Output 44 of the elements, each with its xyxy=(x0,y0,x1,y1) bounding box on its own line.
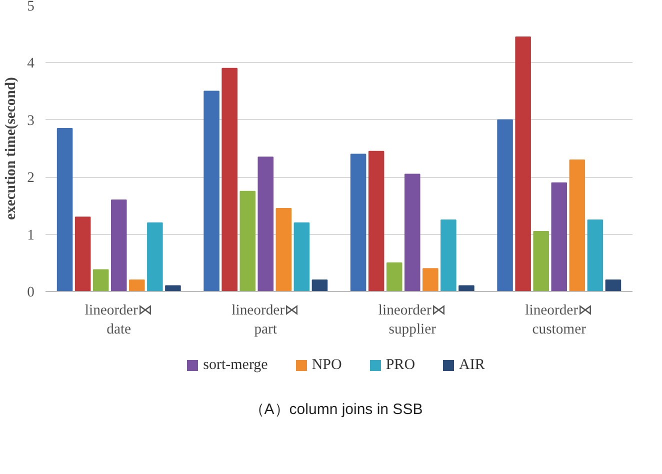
bar xyxy=(422,268,438,292)
bar xyxy=(569,159,586,292)
y-tick-label: 5 xyxy=(27,0,34,14)
y-tick-label: 0 xyxy=(27,284,34,300)
bar xyxy=(240,190,256,292)
bar xyxy=(533,230,549,292)
bar xyxy=(605,280,622,292)
bar xyxy=(350,154,366,292)
bar xyxy=(440,220,456,292)
bar xyxy=(129,280,145,292)
bar xyxy=(165,285,181,292)
text: （A）column joins in SSB xyxy=(249,400,423,420)
bar xyxy=(222,68,238,292)
bar xyxy=(587,220,604,292)
bar xyxy=(368,150,384,292)
bar xyxy=(386,262,402,292)
x-tick-label: lineorder⋈ customer xyxy=(525,302,594,338)
y-tick-label: 1 xyxy=(27,227,34,244)
bar xyxy=(276,208,292,292)
bar xyxy=(497,119,513,292)
bar xyxy=(515,36,531,292)
bar xyxy=(110,199,127,292)
bar xyxy=(312,280,328,292)
bar xyxy=(551,182,568,292)
x-tick-label: lineorder⋈ part xyxy=(232,302,300,338)
bar xyxy=(92,269,109,292)
bar xyxy=(147,222,163,292)
bar xyxy=(204,90,220,292)
bar xyxy=(258,156,274,292)
bar xyxy=(74,216,91,292)
bar xyxy=(294,222,310,292)
bar xyxy=(458,285,474,292)
legend-label: AIR xyxy=(458,356,485,375)
y-axis-title: execution time(second) xyxy=(3,76,20,220)
y-tick-label: 3 xyxy=(27,112,34,129)
y-tick-label: 2 xyxy=(27,170,34,186)
x-tick-label: lineorder⋈ date xyxy=(84,302,153,338)
legend-label: sort-merge xyxy=(202,356,268,375)
legend-label: NPO xyxy=(310,356,342,375)
legend-label: PRO xyxy=(384,356,416,375)
bar xyxy=(404,174,420,292)
y-tick-label: 4 xyxy=(27,56,36,72)
x-tick-label: lineorder⋈ supplier xyxy=(378,302,446,338)
bar xyxy=(56,128,73,292)
